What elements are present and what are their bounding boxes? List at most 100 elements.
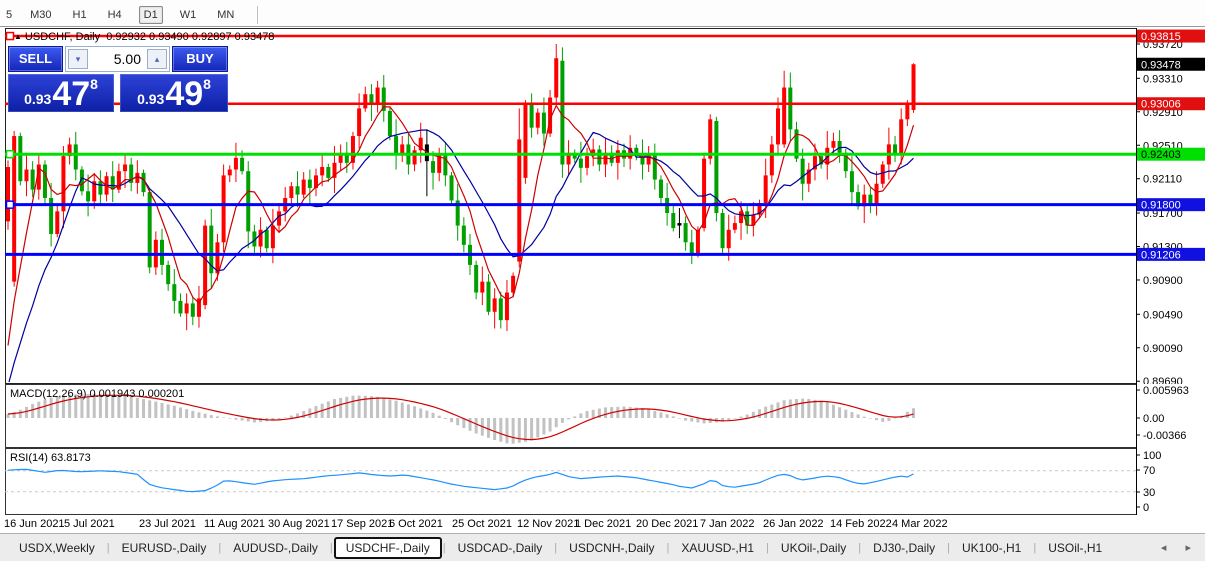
candle-body bbox=[862, 194, 867, 207]
chart-tab-ukoil-daily[interactable]: UKOil-,Daily bbox=[780, 540, 847, 555]
macd-histogram-bar bbox=[616, 406, 620, 418]
tab-scroll-right-icon[interactable]: ▸ bbox=[1185, 542, 1191, 554]
macd-histogram-bar bbox=[240, 418, 244, 421]
candle-body bbox=[905, 104, 910, 120]
buy-button[interactable]: BUY bbox=[172, 46, 228, 72]
date-axis-label: 25 Oct 2021 bbox=[452, 518, 512, 530]
candle-body bbox=[732, 223, 737, 230]
candle-body bbox=[856, 192, 861, 207]
tab-scroll-left-icon[interactable]: ◂ bbox=[1160, 542, 1167, 554]
tab-separator: | bbox=[858, 541, 862, 554]
chart-tab-usdcnh-daily[interactable]: USDCNH-,Daily bbox=[569, 540, 655, 555]
date-axis-label: 17 Sep 2021 bbox=[331, 518, 394, 530]
candle-body bbox=[98, 181, 103, 195]
candle-body bbox=[363, 94, 368, 109]
chart-tab-eurusd-daily[interactable]: EURUSD-,Daily bbox=[121, 540, 207, 555]
candle-body bbox=[541, 112, 546, 134]
macd-histogram-bar bbox=[6, 413, 10, 418]
candle-body bbox=[61, 156, 66, 212]
macd-histogram-bar bbox=[345, 396, 349, 418]
volume-increase-button[interactable]: ▴ bbox=[147, 49, 167, 69]
macd-histogram-bar bbox=[363, 395, 367, 418]
chart-title-text: USDCHF, Daily 0.92932 0.93490 0.92897 0.… bbox=[24, 31, 275, 43]
macd-histogram-bar bbox=[511, 418, 515, 444]
macd-histogram-bar bbox=[844, 409, 848, 418]
macd-histogram-bar bbox=[468, 418, 472, 431]
candle-body bbox=[683, 223, 688, 243]
toolbar-timeframe-M30[interactable]: M30 bbox=[30, 9, 52, 21]
date-axis-label: 4 Mar 2022 bbox=[892, 518, 948, 530]
candle-body bbox=[24, 169, 29, 182]
macd-label: MACD(12,26,9) 0.001943 0.000201 bbox=[10, 388, 184, 400]
macd-histogram-bar bbox=[308, 408, 312, 418]
tab-separator: | bbox=[329, 541, 333, 554]
line-handle[interactable] bbox=[5, 149, 15, 159]
chart-tab-audusd-daily[interactable]: AUDUSD-,Daily bbox=[233, 540, 318, 555]
macd-histogram-bar bbox=[530, 418, 534, 441]
macd-histogram-bar bbox=[622, 406, 626, 418]
macd-histogram-bar bbox=[696, 418, 700, 423]
chart-tab-usdx-weekly[interactable]: USDX,Weekly bbox=[19, 540, 95, 555]
macd-histogram-bar bbox=[24, 406, 28, 418]
chart-tab-usoil-h1[interactable]: USOil-,H1 bbox=[1048, 540, 1103, 555]
candle-body bbox=[739, 211, 744, 224]
toolbar-timeframe-D1[interactable]: D1 bbox=[138, 6, 163, 24]
ask-price-box[interactable]: 0.93 49 8 bbox=[120, 74, 228, 112]
bid-price-box[interactable]: 0.93 47 8 bbox=[8, 74, 114, 112]
line-handle[interactable] bbox=[5, 31, 15, 41]
candle-body bbox=[449, 175, 454, 201]
chevron-down-icon: ▾ bbox=[75, 54, 81, 64]
macd-histogram-bar bbox=[634, 407, 638, 418]
volume-stepper[interactable]: ▾ 5.00 ▴ bbox=[65, 46, 170, 72]
macd-histogram-bar bbox=[443, 418, 447, 419]
candle-body bbox=[486, 281, 491, 312]
chart-tab-dj30-daily[interactable]: DJ30-,Daily bbox=[873, 540, 936, 555]
candle-body bbox=[369, 94, 374, 105]
candle-body bbox=[79, 169, 84, 192]
macd-histogram-bar bbox=[117, 395, 121, 418]
volume-decrease-button[interactable]: ▾ bbox=[68, 49, 88, 69]
candle-body bbox=[658, 179, 663, 198]
toolbar-timeframe-W1[interactable]: W1 bbox=[179, 9, 197, 21]
candle-body bbox=[769, 144, 774, 176]
price-axis-tick-label: 0.92110 bbox=[1143, 174, 1182, 186]
macd-histogram-bar bbox=[246, 418, 250, 422]
candle-body bbox=[307, 179, 312, 188]
price-axis-tick-label: 0.90490 bbox=[1143, 309, 1183, 321]
candle-body bbox=[455, 200, 460, 226]
macd-histogram-bar bbox=[505, 418, 509, 444]
candle-body bbox=[30, 169, 35, 190]
macd-histogram-bar bbox=[105, 394, 109, 418]
macd-histogram-bar bbox=[37, 401, 41, 418]
candle-body bbox=[634, 147, 639, 157]
macd-histogram-bar bbox=[413, 406, 417, 418]
toolbar-timeframe-H1[interactable]: H1 bbox=[72, 9, 87, 21]
chart-tab-usdchf-daily[interactable]: USDCHF-,Daily bbox=[333, 536, 442, 559]
price-axis-badge-label: 0.93815 bbox=[1141, 31, 1181, 43]
chart-tab-xauusd-h1[interactable]: XAUUSD-,H1 bbox=[681, 540, 755, 555]
macd-histogram-bar bbox=[283, 417, 287, 418]
macd-histogram-bar bbox=[794, 399, 798, 418]
macd-histogram-bar bbox=[376, 396, 380, 418]
candle-body bbox=[55, 211, 60, 234]
macd-histogram-bar bbox=[302, 410, 306, 418]
macd-histogram-bar bbox=[640, 408, 644, 418]
bid-prefix: 0.93 bbox=[24, 91, 52, 107]
price-axis-badge-label: 0.92403 bbox=[1141, 149, 1181, 161]
macd-histogram-bar bbox=[80, 394, 84, 418]
macd-histogram-bar bbox=[881, 418, 885, 422]
candle-body bbox=[609, 152, 614, 163]
macd-histogram-bar bbox=[12, 411, 16, 418]
toolbar-timeframe-MN[interactable]: MN bbox=[217, 9, 235, 21]
chart-tab-uk100-h1[interactable]: UK100-,H1 bbox=[961, 540, 1022, 555]
line-handle[interactable] bbox=[5, 200, 15, 209]
chart-tab-usdcad-daily[interactable]: USDCAD-,Daily bbox=[457, 540, 543, 555]
macd-histogram-bar bbox=[406, 404, 410, 418]
toolbar-timeframe-5[interactable]: 5 bbox=[6, 9, 13, 21]
chart-symbol-marker-icon: ▲ bbox=[14, 32, 22, 41]
sell-button[interactable]: SELL bbox=[8, 46, 63, 72]
volume-value[interactable]: 5.00 bbox=[113, 51, 141, 67]
toolbar-timeframe-H4[interactable]: H4 bbox=[107, 9, 122, 21]
bid-big-figure: 47 bbox=[52, 75, 91, 114]
candle-body bbox=[776, 108, 780, 145]
